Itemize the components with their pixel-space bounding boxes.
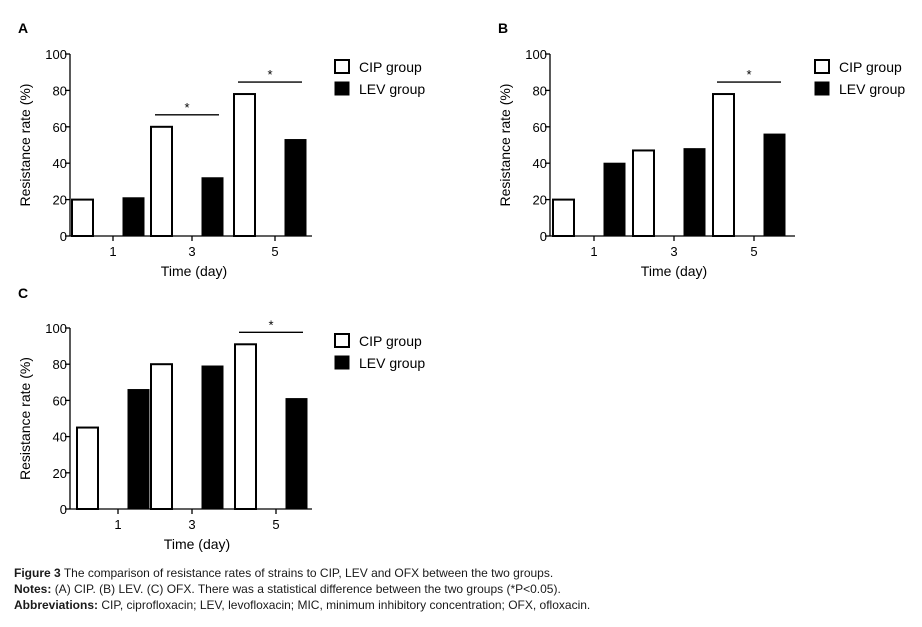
legend-swatch-lev bbox=[334, 81, 350, 96]
abbreviations-label: Abbreviations: bbox=[14, 598, 99, 612]
y-axis-label: Resistance rate (%) bbox=[17, 357, 33, 480]
x-tick-label: 3 bbox=[670, 244, 677, 259]
y-axis-label: Resistance rate (%) bbox=[497, 84, 513, 207]
bar-lev-group bbox=[201, 365, 224, 510]
bar-lev-group bbox=[763, 133, 786, 237]
bar-cip-group bbox=[632, 149, 655, 238]
panel-letter: C bbox=[18, 285, 28, 301]
panel-letter: A bbox=[18, 20, 28, 36]
y-tick-label: 100 bbox=[525, 47, 547, 62]
figure-text: The comparison of resistance rates of st… bbox=[63, 566, 554, 580]
y-tick-label: 20 bbox=[53, 466, 67, 481]
abbreviations-text: CIP, ciprofloxacin; LEV, levofloxacin; M… bbox=[101, 598, 591, 612]
x-tick-label: 1 bbox=[114, 517, 121, 532]
y-tick-label: 100 bbox=[45, 321, 67, 336]
y-tick-label: 20 bbox=[533, 193, 547, 208]
y-tick-label: 40 bbox=[533, 156, 547, 171]
bar-cip-group bbox=[71, 198, 94, 238]
y-tick-label: 60 bbox=[53, 120, 67, 135]
chart-panel-b: B 0 20 40 60 80 100 Resistance rate (%) 1 3 5 * Time… bbox=[497, 20, 905, 279]
bar-cip-group bbox=[76, 426, 99, 510]
legend-swatch-cip bbox=[814, 59, 830, 74]
y-tick-label: 80 bbox=[533, 83, 547, 98]
x-axis-label: Time (day) bbox=[641, 263, 707, 279]
bar-cip-group bbox=[552, 198, 575, 238]
legend-label-lev: LEV group bbox=[359, 355, 425, 371]
notes-label: Notes: bbox=[14, 582, 52, 596]
y-tick-label: 0 bbox=[60, 229, 67, 244]
legend-swatch-lev bbox=[814, 81, 830, 96]
chart-panel-a: A 0 20 40 60 80 100 Resistance rate (%) 1 3 * 5 * Tim… bbox=[17, 20, 425, 279]
y-tick-label: 40 bbox=[53, 156, 67, 171]
y-tick-label: 0 bbox=[540, 229, 547, 244]
bar-lev-group bbox=[285, 398, 308, 510]
legend-swatch-cip bbox=[334, 333, 350, 348]
bar-cip-group bbox=[150, 125, 173, 237]
bar-lev-group bbox=[603, 162, 626, 237]
x-tick-label: 1 bbox=[590, 244, 597, 259]
legend-label-lev: LEV group bbox=[359, 81, 425, 97]
legend-label-cip: CIP group bbox=[359, 333, 422, 349]
x-tick-label: 3 bbox=[188, 517, 195, 532]
caption-abbreviations-line: Abbreviations: CIP, ciprofloxacin; LEV, … bbox=[14, 597, 904, 613]
bar-lev-group bbox=[683, 148, 706, 237]
y-tick-label: 80 bbox=[53, 357, 67, 372]
legend-swatch-lev bbox=[334, 355, 350, 370]
x-axis-label: Time (day) bbox=[161, 263, 227, 279]
panel-letter: B bbox=[498, 20, 508, 36]
bar-cip-group bbox=[712, 93, 735, 238]
legend-label-cip: CIP group bbox=[839, 59, 902, 75]
significance-star: * bbox=[268, 317, 273, 332]
y-tick-label: 60 bbox=[533, 120, 547, 135]
x-axis-label: Time (day) bbox=[164, 536, 230, 552]
y-tick-label: 80 bbox=[53, 83, 67, 98]
x-tick-label: 5 bbox=[750, 244, 757, 259]
y-tick-label: 100 bbox=[45, 47, 67, 62]
bar-lev-group bbox=[201, 177, 224, 237]
legend-label-lev: LEV group bbox=[839, 81, 905, 97]
caption-title-line: Figure 3 The comparison of resistance ra… bbox=[14, 565, 904, 581]
legend-label-cip: CIP group bbox=[359, 59, 422, 75]
chart-panel-c: C 0 20 40 60 80 100 Resistance rate (%) 1 3 5 * Time… bbox=[17, 285, 425, 552]
caption-notes-line: Notes: (A) CIP. (B) LEV. (C) OFX. There … bbox=[14, 581, 904, 597]
y-tick-label: 0 bbox=[60, 502, 67, 517]
y-tick-label: 60 bbox=[53, 393, 67, 408]
legend-swatch-cip bbox=[334, 59, 350, 74]
x-tick-label: 5 bbox=[272, 517, 279, 532]
bar-cip-group bbox=[233, 93, 256, 238]
significance-star: * bbox=[184, 100, 189, 115]
figure-label: Figure 3 bbox=[14, 566, 61, 580]
bar-lev-group bbox=[127, 389, 150, 510]
bar-cip-group bbox=[234, 343, 257, 511]
figure-caption: Figure 3 The comparison of resistance ra… bbox=[14, 565, 904, 613]
bar-lev-group bbox=[284, 139, 307, 237]
y-tick-label: 40 bbox=[53, 430, 67, 445]
y-axis-label: Resistance rate (%) bbox=[17, 84, 33, 207]
x-tick-label: 3 bbox=[188, 244, 195, 259]
bar-lev-group bbox=[122, 197, 145, 237]
significance-star: * bbox=[746, 67, 751, 82]
notes-text: (A) CIP. (B) LEV. (C) OFX. There was a s… bbox=[54, 582, 561, 596]
y-tick-label: 20 bbox=[53, 193, 67, 208]
x-tick-label: 5 bbox=[271, 244, 278, 259]
x-tick-label: 1 bbox=[109, 244, 116, 259]
bar-cip-group bbox=[150, 363, 173, 511]
significance-star: * bbox=[267, 67, 272, 82]
